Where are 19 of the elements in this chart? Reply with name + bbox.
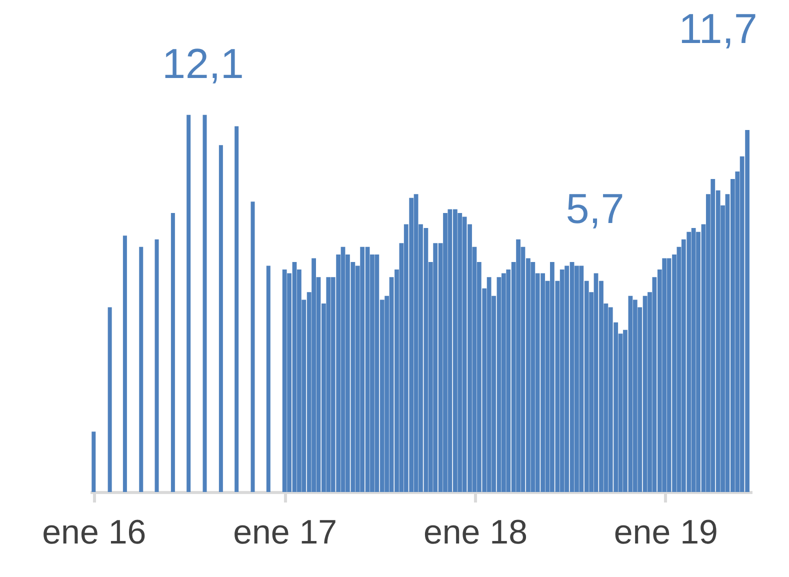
bar — [250, 202, 255, 492]
bar — [154, 239, 159, 492]
x-tick-label: ene 17 — [233, 514, 338, 552]
bar — [92, 432, 96, 492]
text: 11,7 — [678, 5, 758, 52]
bar — [202, 114, 207, 492]
text: 12,1 — [162, 40, 244, 87]
x-tick-label: ene 18 — [423, 514, 528, 552]
bar — [218, 145, 223, 492]
bar — [266, 266, 270, 492]
bar — [186, 114, 191, 492]
bar — [234, 126, 239, 492]
bar — [139, 246, 144, 492]
bar — [170, 212, 175, 492]
bar — [122, 236, 127, 492]
x-tick-label: ene 16 — [42, 514, 146, 552]
x-tick-label: ene 19 — [614, 514, 718, 552]
bar — [108, 307, 112, 492]
annotation: 5,7 — [566, 185, 624, 232]
